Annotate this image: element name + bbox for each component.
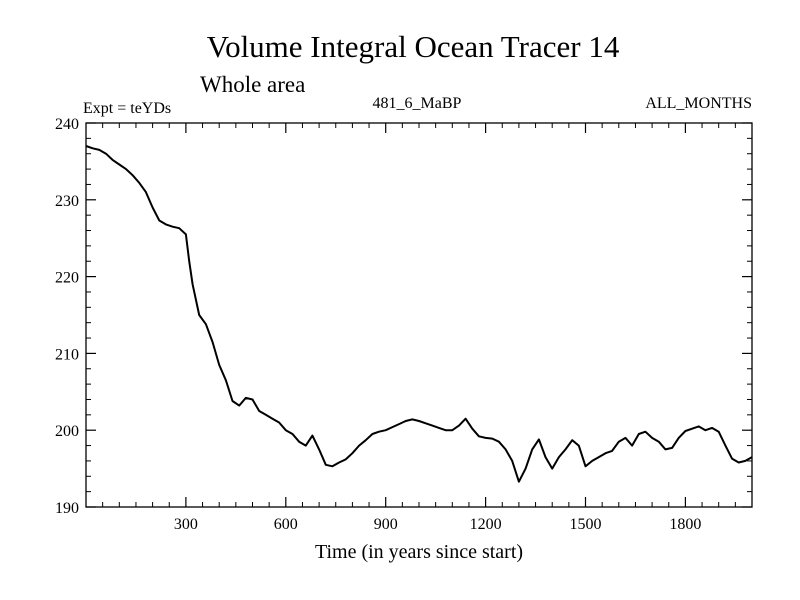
x-tick-label: 1200 xyxy=(470,516,502,533)
y-tick-label: 190 xyxy=(55,500,79,517)
y-tick-label: 240 xyxy=(55,116,79,133)
x-axis-label: Time (in years since start) xyxy=(315,541,523,563)
chart-title: Volume Integral Ocean Tracer 14 xyxy=(207,29,620,64)
series-group xyxy=(85,145,753,483)
y-tick-label: 220 xyxy=(55,270,79,287)
x-tick-label: 1800 xyxy=(669,516,701,533)
chart-subtitle: Whole area xyxy=(200,72,305,97)
x-axis-ticks: 300 600 900 1200 1500 1800 xyxy=(174,123,701,533)
y-tick-label: 230 xyxy=(55,193,79,210)
period-label: ALL_MONTHS xyxy=(645,95,752,112)
x-tick-label: 1500 xyxy=(570,516,602,533)
x-tick-label: 600 xyxy=(274,516,298,533)
y-axis-ticks: 190 200 210 220 230 240 xyxy=(55,116,752,517)
y-tick-label: 210 xyxy=(55,346,79,363)
run-label: 481_6_MaBP xyxy=(373,95,462,112)
x-tick-label: 300 xyxy=(174,516,198,533)
series-line xyxy=(85,145,753,483)
y-tick-label: 200 xyxy=(55,423,79,440)
plot-frame xyxy=(85,122,753,508)
minor-ticks xyxy=(86,123,752,507)
experiment-label: Expt = teYDs xyxy=(83,100,171,117)
x-tick-label: 900 xyxy=(374,516,398,533)
